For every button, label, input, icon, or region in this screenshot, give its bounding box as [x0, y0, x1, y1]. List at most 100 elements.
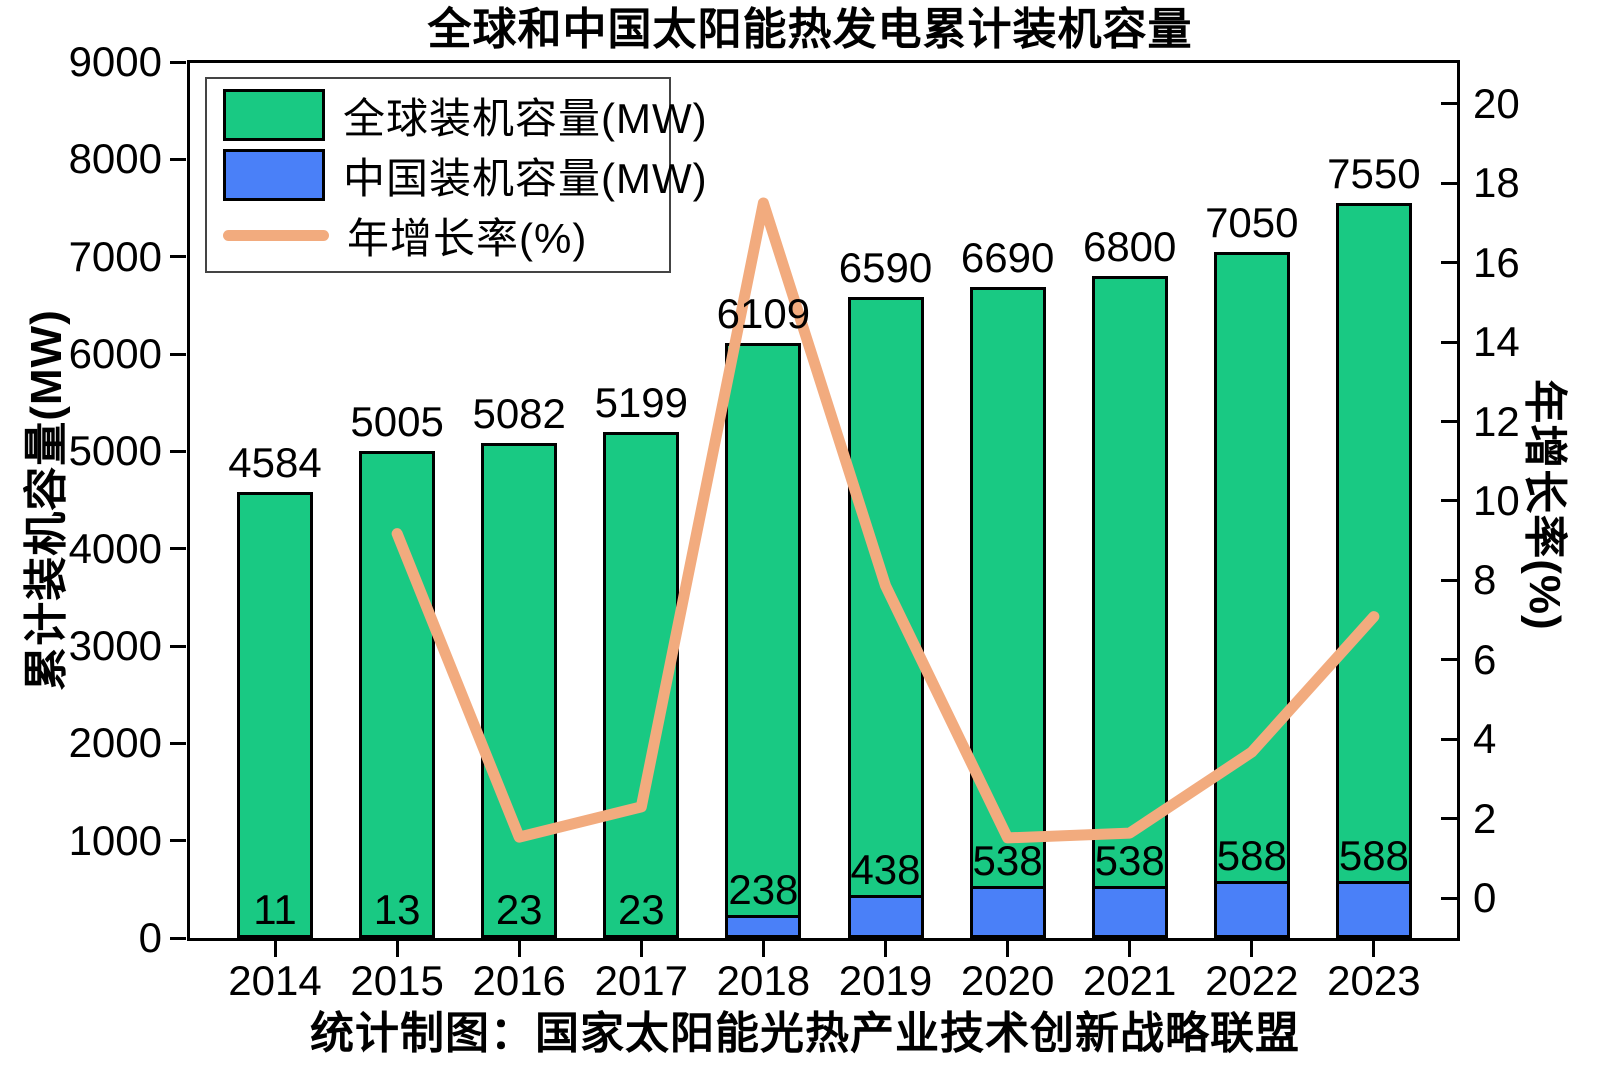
china-capacity-swatch: [223, 149, 325, 201]
value-label-global-2017: 5199: [594, 378, 689, 426]
x-axis-tick-label: 2018: [716, 957, 811, 1004]
bar-china-2021: [1091, 885, 1168, 938]
right-axis-tick: [1441, 261, 1457, 265]
x-axis-tick-label: 2019: [838, 957, 933, 1004]
right-axis-tick-label: 6: [1473, 635, 1497, 683]
value-label-global-2020: 6690: [960, 233, 1055, 281]
left-axis-tick: [170, 547, 186, 551]
x-axis-tick: [1372, 941, 1376, 957]
left-axis-tick-label: 5000: [68, 427, 162, 475]
right-axis-tick-label: 16: [1473, 238, 1520, 286]
bar-china-2019: [847, 895, 924, 938]
x-axis-tick-label: 2016: [472, 957, 566, 1004]
value-label-china-2015: 13: [373, 886, 421, 933]
x-axis-tick: [395, 941, 399, 957]
right-axis-tick: [1441, 737, 1457, 741]
right-axis-tick: [1441, 499, 1457, 503]
right-axis-tick-label: 14: [1473, 318, 1520, 366]
x-axis-tick: [884, 941, 887, 957]
bar-global-2019: [847, 296, 924, 938]
value-label-global-2022: 7050: [1205, 198, 1299, 246]
legend-label-global: 全球装机容量(MW): [343, 94, 708, 142]
bar-china-2015: [359, 935, 436, 941]
bar-global-2018: [725, 343, 802, 938]
x-axis-tick: [761, 941, 765, 957]
x-axis-tick: [273, 941, 277, 957]
bar-global-2016: [481, 443, 558, 938]
bar-global-2014: [237, 491, 313, 938]
legend-label-growth: 年增长率(%): [347, 214, 588, 262]
legend-label-china: 中国装机容量(MW): [343, 154, 708, 202]
left-axis-tick-label: 7000: [68, 232, 162, 280]
x-axis-tick: [1128, 941, 1132, 957]
value-label-china-2018: 238: [728, 865, 799, 913]
right-axis-tick: [1441, 420, 1457, 424]
left-axis-tick: [170, 936, 186, 940]
right-axis-tick: [1441, 896, 1457, 900]
chart-title: 全球和中国太阳能热发电累计装机容量: [427, 5, 1193, 54]
bar-global-2022: [1213, 251, 1290, 938]
left-axis-tick-label: 3000: [68, 622, 162, 669]
x-axis-tick: [639, 941, 643, 957]
right-axis-tick: [1441, 658, 1457, 662]
right-axis-tick-label: 4: [1473, 715, 1497, 763]
value-label-global-2015: 5005: [350, 397, 444, 445]
value-label-china-2023: 588: [1338, 831, 1409, 879]
value-label-global-2023: 7550: [1327, 150, 1421, 198]
value-label-china-2019: 438: [850, 846, 921, 894]
right-axis-tick: [1441, 340, 1457, 344]
x-axis-tick-label: 2023: [1327, 957, 1421, 1004]
left-axis-tick: [170, 60, 186, 64]
value-label-china-2021: 538: [1094, 836, 1165, 884]
right-axis-tick: [1441, 578, 1457, 582]
x-axis-tick: [1006, 941, 1010, 957]
left-axis-tick-label: 0: [138, 914, 162, 961]
value-label-china-2014: 11: [253, 886, 297, 933]
bar-china-2020: [969, 885, 1046, 938]
left-axis-tick: [170, 644, 186, 648]
left-axis-tick-label: 9000: [68, 38, 162, 85]
x-axis-tick-label: 2017: [594, 957, 689, 1004]
x-axis-tick: [517, 941, 521, 957]
left-axis-tick: [170, 352, 186, 356]
value-label-china-2016: 23: [495, 886, 543, 933]
left-axis-tick-label: 6000: [68, 330, 162, 377]
value-label-global-2019: 6590: [838, 243, 933, 291]
right-axis-tick-label: 8: [1473, 556, 1497, 604]
right-axis-tick-label: 0: [1473, 874, 1497, 922]
left-axis-tick-label: 1000: [68, 816, 162, 864]
left-axis-tick: [170, 157, 186, 161]
x-axis-tick-label: 2022: [1205, 957, 1299, 1004]
bar-china-2016: [481, 935, 558, 941]
left-axis-tick: [170, 839, 186, 843]
value-label-global-2021: 6800: [1082, 223, 1177, 271]
x-axis-tick-label: 2014: [228, 957, 322, 1004]
x-axis-tick-label: 2021: [1082, 957, 1177, 1004]
left-axis-tick: [170, 255, 186, 259]
legend: 全球装机容量(MW) 中国装机容量(MW) 年增长率(%): [205, 77, 707, 273]
global-capacity-swatch: [223, 89, 325, 141]
right-axis-tick: [1441, 102, 1457, 106]
bar-china-2023: [1335, 880, 1412, 938]
x-axis-tick-label: 2015: [350, 957, 444, 1004]
bar-china-2014: [237, 935, 313, 941]
left-axis-tick: [170, 449, 186, 453]
right-axis-tick-label: 10: [1473, 476, 1520, 524]
bar-china-2022: [1213, 880, 1290, 938]
caption: 统计制图：国家太阳能光热产业技术创新战略联盟: [310, 1009, 1300, 1058]
x-axis-tick-label: 2020: [960, 957, 1055, 1004]
value-label-china-2022: 588: [1216, 831, 1287, 879]
value-label-global-2018: 6109: [716, 290, 811, 338]
bar-china-2017: [603, 935, 680, 941]
value-label-china-2017: 23: [617, 886, 665, 933]
value-label-global-2016: 5082: [472, 390, 566, 438]
right-axis-tick-label: 20: [1473, 79, 1520, 127]
value-label-china-2020: 538: [972, 836, 1043, 884]
plot-frame: [187, 60, 1460, 941]
value-label-global-2014: 4584: [228, 438, 322, 486]
legend-item-growth: 年增长率(%): [223, 205, 659, 265]
bar-china-2018: [725, 914, 802, 938]
right-axis-tick-label: 12: [1473, 397, 1520, 445]
left-axis-tick-label: 8000: [68, 135, 162, 183]
